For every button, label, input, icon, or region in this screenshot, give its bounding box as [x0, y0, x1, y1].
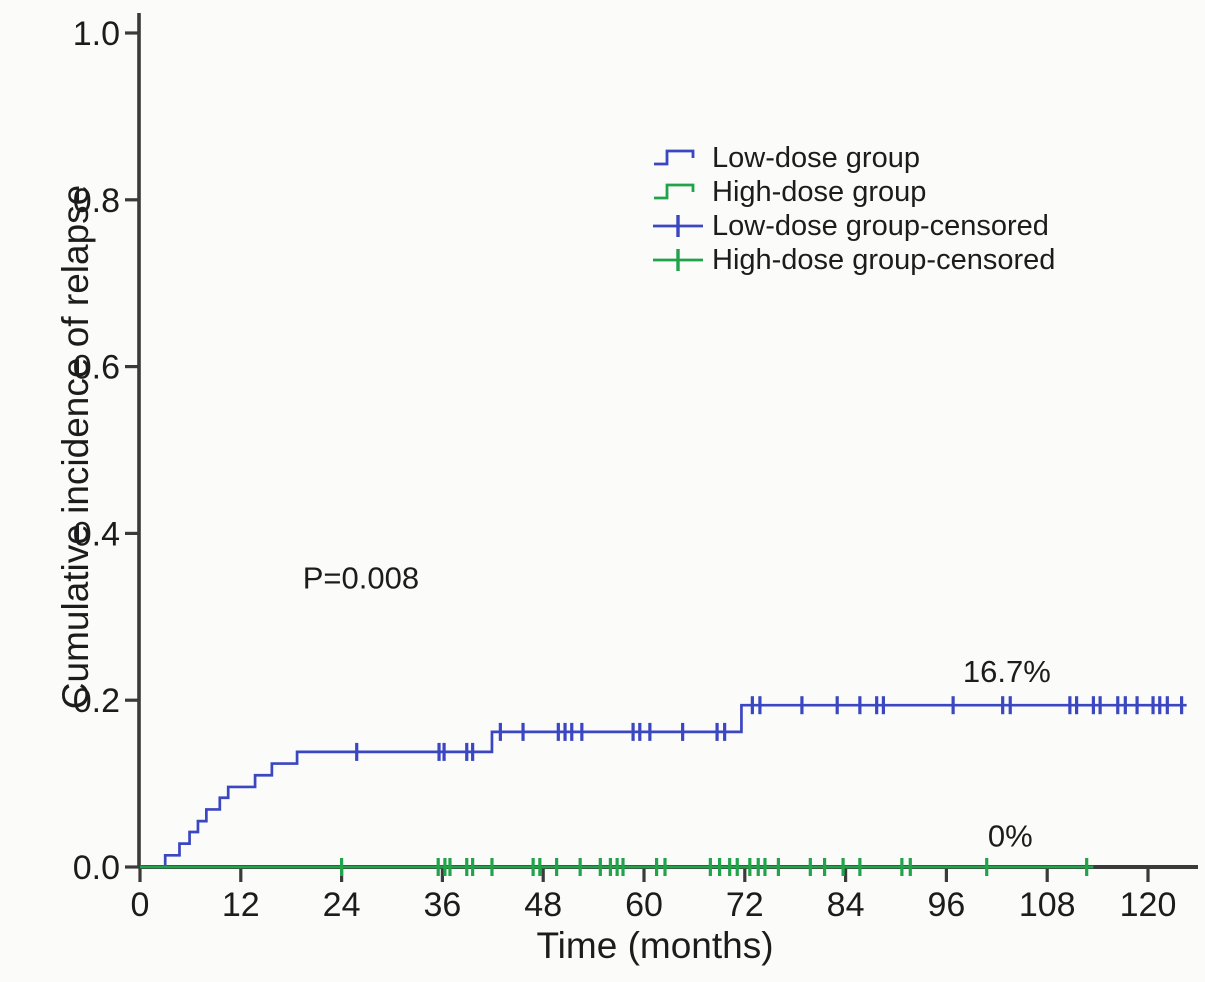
legend-item-low-dose: Low-dose group	[652, 141, 1055, 175]
y-tick-label: 0.6	[73, 349, 120, 387]
legend-label: High-dose group	[712, 175, 927, 208]
x-tick-label: 12	[222, 886, 260, 924]
x-tick-label: 0	[131, 886, 150, 924]
x-axis-title: Time (months)	[536, 925, 774, 966]
x-tick-label: 108	[1019, 886, 1076, 924]
annotation-text: 0%	[988, 818, 1033, 853]
x-tick-label: 24	[323, 886, 361, 924]
y-tick-label: 1.0	[73, 15, 120, 53]
legend-item-low-dose-censored: Low-dose group-censored	[652, 209, 1055, 243]
y-tick-label: 0.4	[73, 515, 120, 553]
y-tick-label: 0.8	[73, 182, 120, 220]
x-tick-label: 72	[726, 886, 764, 924]
legend: Low-dose group High-dose group Low-dose …	[652, 141, 1055, 277]
y-tick-label: 0.2	[73, 682, 120, 720]
high-dose-step-icon	[654, 183, 695, 200]
x-tick-label: 60	[625, 886, 663, 924]
legend-label: Low-dose group	[712, 141, 920, 174]
y-axis-title: Cumulative incidence of relapse	[55, 184, 96, 710]
x-tick-label: 96	[927, 886, 965, 924]
low-dose-group-curve	[155, 703, 1187, 869]
y-tick-label: 0.0	[73, 849, 120, 887]
legend-label: Low-dose group-censored	[712, 209, 1049, 242]
low-dose-censored-plus-icon	[653, 215, 703, 237]
x-tick-label: 120	[1120, 886, 1177, 924]
legend-item-high-dose: High-dose group	[652, 175, 1055, 209]
x-tick-label: 84	[827, 886, 865, 924]
legend-item-high-dose-censored: High-dose group-censored	[652, 243, 1055, 277]
x-tick-label: 36	[423, 886, 461, 924]
annotation-text: 16.7%	[963, 654, 1051, 689]
annotation-text: P=0.008	[303, 561, 419, 596]
legend-label: High-dose group-censored	[712, 243, 1056, 276]
x-tick-label: 48	[524, 886, 562, 924]
low-dose-step-icon	[654, 149, 695, 166]
high-dose-censored-plus-icon	[653, 249, 703, 271]
